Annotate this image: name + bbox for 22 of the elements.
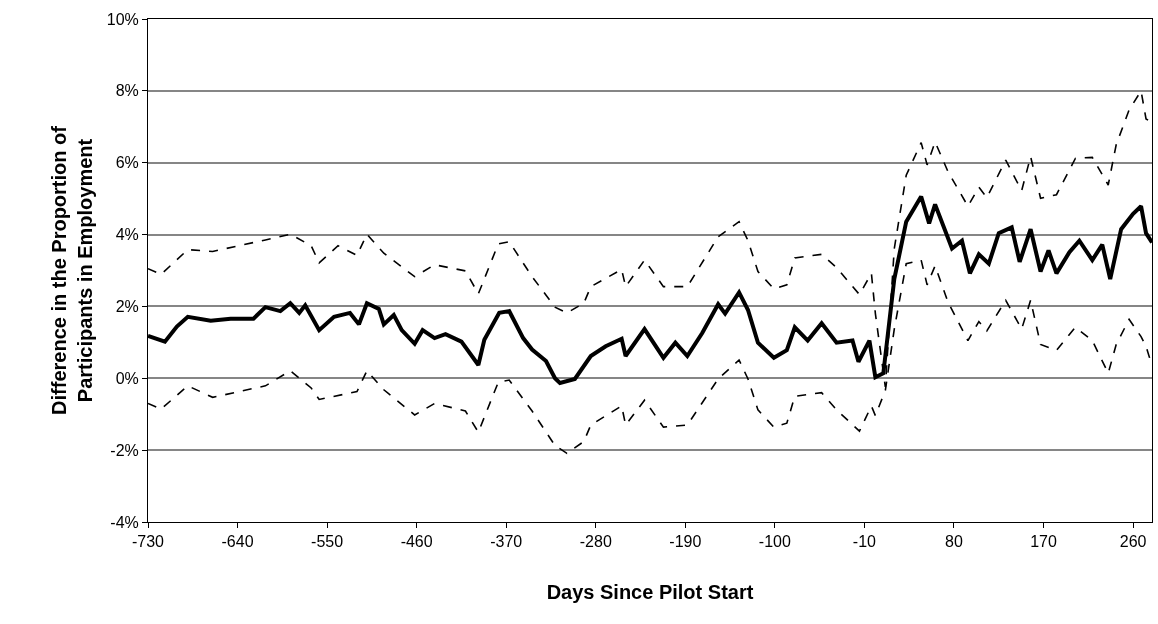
x-tick-label: -190 (669, 533, 702, 551)
y-tick-label: 4% (115, 226, 139, 244)
y-tick-label: -2% (110, 441, 139, 459)
x-tick-label: 170 (1030, 533, 1057, 551)
x-tick-label: 260 (1119, 533, 1147, 551)
x-tick-label: -100 (758, 533, 791, 551)
y-tick-label: 0% (115, 369, 139, 387)
y-tick-label: 6% (115, 154, 139, 172)
x-tick-label: -370 (490, 533, 523, 551)
x-tick-label: -460 (400, 533, 433, 551)
y-axis-title: Difference in the Proportion of Participants in Employment (48, 125, 97, 415)
y-tick-label: 8% (115, 82, 139, 100)
y-tick-label: 2% (115, 298, 139, 316)
x-axis-title: Days Since Pilot Start (546, 580, 754, 603)
x-tick-label: 80 (945, 533, 963, 551)
x-tick-label: -640 (221, 533, 254, 551)
x-tick-label: -280 (579, 533, 612, 551)
y-tick-label: -4% (110, 513, 139, 531)
x-tick-label: -730 (131, 533, 165, 551)
x-tick-label: -10 (852, 533, 877, 551)
y-tick-label: 10% (106, 10, 139, 28)
x-tick-label: -550 (311, 533, 344, 551)
